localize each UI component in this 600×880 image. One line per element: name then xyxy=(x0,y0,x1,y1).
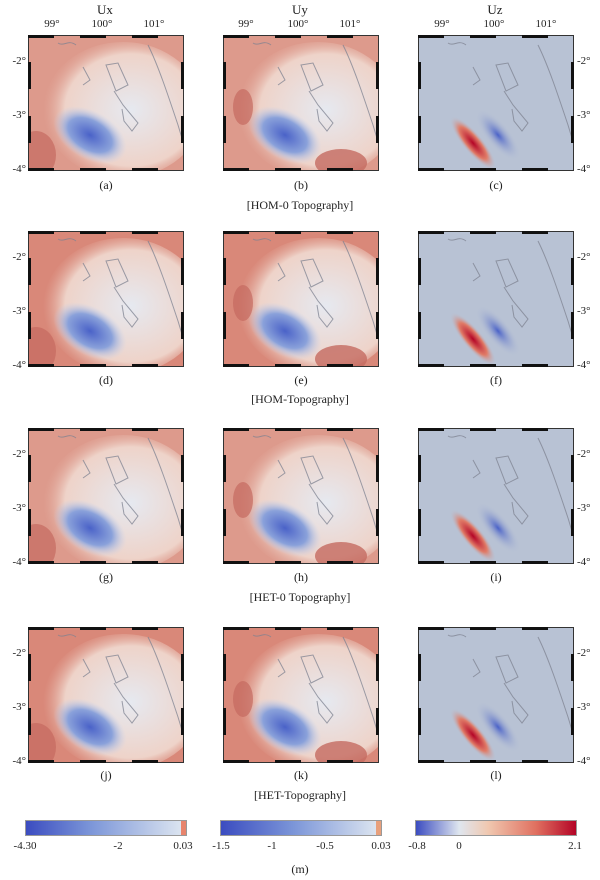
colorbar-label: -0.5 xyxy=(316,840,334,852)
map-panel xyxy=(223,35,379,171)
map-panel xyxy=(223,428,379,564)
y-tick: -4° xyxy=(577,359,591,371)
colorbar-label: 0 xyxy=(456,840,462,852)
y-tick: -3° xyxy=(577,109,591,121)
row-caption: [HET-Topography] xyxy=(253,788,347,802)
panel-label: (k) xyxy=(294,768,308,782)
x-tick: 100° xyxy=(287,18,309,30)
map-panel xyxy=(28,428,184,564)
colorbar-label: -0.8 xyxy=(408,840,426,852)
y-tick: -4° xyxy=(577,163,591,175)
column-title-ux: Ux xyxy=(97,2,113,17)
colorbar-label: 2.1 xyxy=(568,840,582,852)
y-tick: -3° xyxy=(12,109,26,121)
y-tick: -2° xyxy=(577,251,591,263)
panel-label: (c) xyxy=(489,178,503,192)
panel-label: (e) xyxy=(294,373,308,387)
x-tick: 100° xyxy=(483,18,505,30)
y-tick: -2° xyxy=(12,647,26,659)
y-tick: -3° xyxy=(12,305,26,317)
y-tick: -2° xyxy=(12,448,26,460)
map-panel xyxy=(223,627,379,763)
y-tick: -2° xyxy=(577,647,591,659)
x-tick: 101° xyxy=(143,18,165,30)
panel-label: (b) xyxy=(294,178,308,192)
x-tick: 101° xyxy=(339,18,361,30)
x-tick: 99° xyxy=(44,18,60,30)
colorbar-label: -1.5 xyxy=(212,840,230,852)
y-tick: -4° xyxy=(577,755,591,767)
y-tick: -4° xyxy=(12,359,26,371)
colorbar-label: -4.30 xyxy=(13,840,37,852)
map-panel xyxy=(28,627,184,763)
map-panel xyxy=(418,231,574,367)
colorbar-label: -1 xyxy=(267,840,277,852)
map-panel xyxy=(223,231,379,367)
map-panel xyxy=(418,35,574,171)
y-tick: -3° xyxy=(577,502,591,514)
row-caption: [HOM-Topography] xyxy=(251,392,349,406)
row-caption: [HOM-0 Topography] xyxy=(246,198,354,212)
x-tick: 101° xyxy=(535,18,557,30)
panel-label: (f) xyxy=(490,373,502,387)
x-tick: 99° xyxy=(434,18,450,30)
map-panel xyxy=(418,428,574,564)
colorbar-uy xyxy=(220,820,382,836)
y-tick: -4° xyxy=(577,556,591,568)
colorbar-label: 0.03 xyxy=(371,840,391,852)
row-caption: [HET-0 Topography] xyxy=(249,590,351,604)
panel-label: (l) xyxy=(490,768,502,782)
y-tick: -4° xyxy=(12,556,26,568)
panel-label: (h) xyxy=(294,570,308,584)
panel-label: (j) xyxy=(100,768,112,782)
panel-label: (d) xyxy=(99,373,113,387)
colorbar-label: 0.03 xyxy=(173,840,193,852)
colorbar-uz xyxy=(415,820,577,836)
y-tick: -2° xyxy=(577,55,591,67)
y-tick: -3° xyxy=(577,701,591,713)
panel-label: (a) xyxy=(99,178,113,192)
map-panel xyxy=(418,627,574,763)
y-tick: -3° xyxy=(12,502,26,514)
y-tick: -4° xyxy=(12,163,26,175)
map-panel xyxy=(28,35,184,171)
y-tick: -2° xyxy=(12,55,26,67)
y-tick: -3° xyxy=(577,305,591,317)
unit-label: (m) xyxy=(291,862,309,876)
map-panel xyxy=(28,231,184,367)
y-tick: -2° xyxy=(577,448,591,460)
colorbar-ux xyxy=(25,820,187,836)
panel-label: (i) xyxy=(490,570,502,584)
colorbar-label: -2 xyxy=(113,840,123,852)
column-title-uz: Uz xyxy=(487,2,503,17)
x-tick: 99° xyxy=(238,18,254,30)
x-tick: 100° xyxy=(91,18,113,30)
y-tick: -3° xyxy=(12,701,26,713)
y-tick: -2° xyxy=(12,251,26,263)
column-title-uy: Uy xyxy=(292,2,308,17)
panel-label: (g) xyxy=(99,570,113,584)
y-tick: -4° xyxy=(12,755,26,767)
